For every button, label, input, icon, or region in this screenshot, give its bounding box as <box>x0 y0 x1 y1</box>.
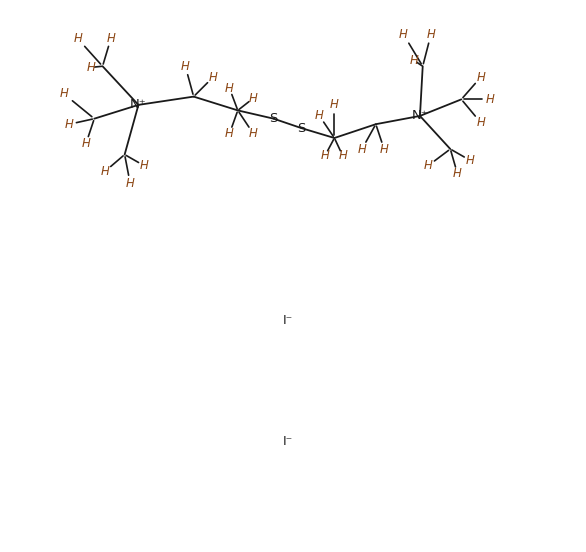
Text: S: S <box>270 112 278 125</box>
Text: H: H <box>357 142 366 156</box>
Text: H: H <box>321 149 329 162</box>
Text: H: H <box>330 98 339 112</box>
Text: H: H <box>81 137 90 150</box>
Text: H: H <box>486 93 495 106</box>
Text: H: H <box>315 109 324 123</box>
Text: H: H <box>453 167 462 181</box>
Text: I⁻: I⁻ <box>282 314 292 327</box>
Text: H: H <box>101 164 110 178</box>
Text: H: H <box>399 28 408 41</box>
Text: H: H <box>126 177 135 190</box>
Text: H: H <box>380 142 389 156</box>
Text: H: H <box>476 71 485 84</box>
Text: H: H <box>427 28 435 41</box>
Text: H: H <box>73 32 82 45</box>
Text: S: S <box>297 121 305 135</box>
Text: H: H <box>107 32 115 45</box>
Text: H: H <box>249 92 258 105</box>
Text: H: H <box>225 82 234 95</box>
Text: N⁺: N⁺ <box>130 98 146 112</box>
Text: H: H <box>476 116 485 129</box>
Text: H: H <box>410 54 419 67</box>
Text: N⁺: N⁺ <box>411 109 428 123</box>
Text: H: H <box>209 71 217 84</box>
Text: H: H <box>87 61 96 74</box>
Text: H: H <box>424 159 432 172</box>
Text: H: H <box>249 127 258 140</box>
Text: H: H <box>139 159 148 172</box>
Text: H: H <box>225 127 234 140</box>
Text: H: H <box>181 60 190 73</box>
Text: I⁻: I⁻ <box>282 435 292 448</box>
Text: H: H <box>60 87 69 100</box>
Text: H: H <box>338 149 347 162</box>
Text: H: H <box>465 153 474 167</box>
Text: H: H <box>65 118 74 131</box>
